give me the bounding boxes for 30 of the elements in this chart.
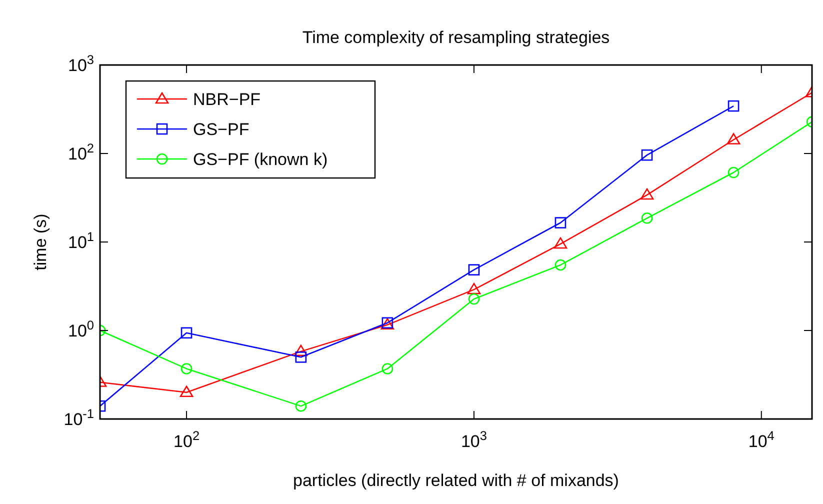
point: [726, 133, 740, 144]
y-tick-label: 10$^{-1}$: [64, 406, 94, 429]
y-tick-label: 10$^{1}$: [68, 228, 94, 252]
point: [554, 217, 566, 228]
point: [295, 400, 307, 412]
y-tick-label: 10$^{2}$: [68, 140, 94, 164]
y-tick-label: 10$^{0}$: [68, 317, 94, 340]
point: [468, 293, 480, 305]
point: [728, 100, 740, 112]
legend-label: GS−PF: [193, 120, 250, 139]
point: [468, 264, 480, 276]
point: [641, 149, 653, 161]
point: [295, 351, 307, 363]
legend-label: NBR−PF: [193, 90, 261, 109]
y-axis-title: time (s): [31, 214, 50, 270]
x-axis-title: particles (directly related with # of mixands): [293, 471, 619, 490]
point: [641, 212, 653, 224]
chart-title: Time complexity of resampling strategies: [302, 28, 610, 47]
point: [728, 166, 740, 178]
point: [554, 237, 568, 249]
point: [554, 259, 566, 271]
y-tick-label: 10$^{3}$: [68, 52, 94, 75]
x-tick-label: 10$^{2}$: [174, 428, 200, 451]
legend-label: GS−PF (known k): [193, 150, 328, 169]
point: [382, 363, 394, 374]
x-tick-label: 10$^{4}$: [748, 428, 774, 451]
point: [294, 344, 308, 356]
x-tick-label: 10$^{3}$: [460, 428, 487, 451]
point: [467, 282, 481, 294]
point: [640, 188, 654, 200]
